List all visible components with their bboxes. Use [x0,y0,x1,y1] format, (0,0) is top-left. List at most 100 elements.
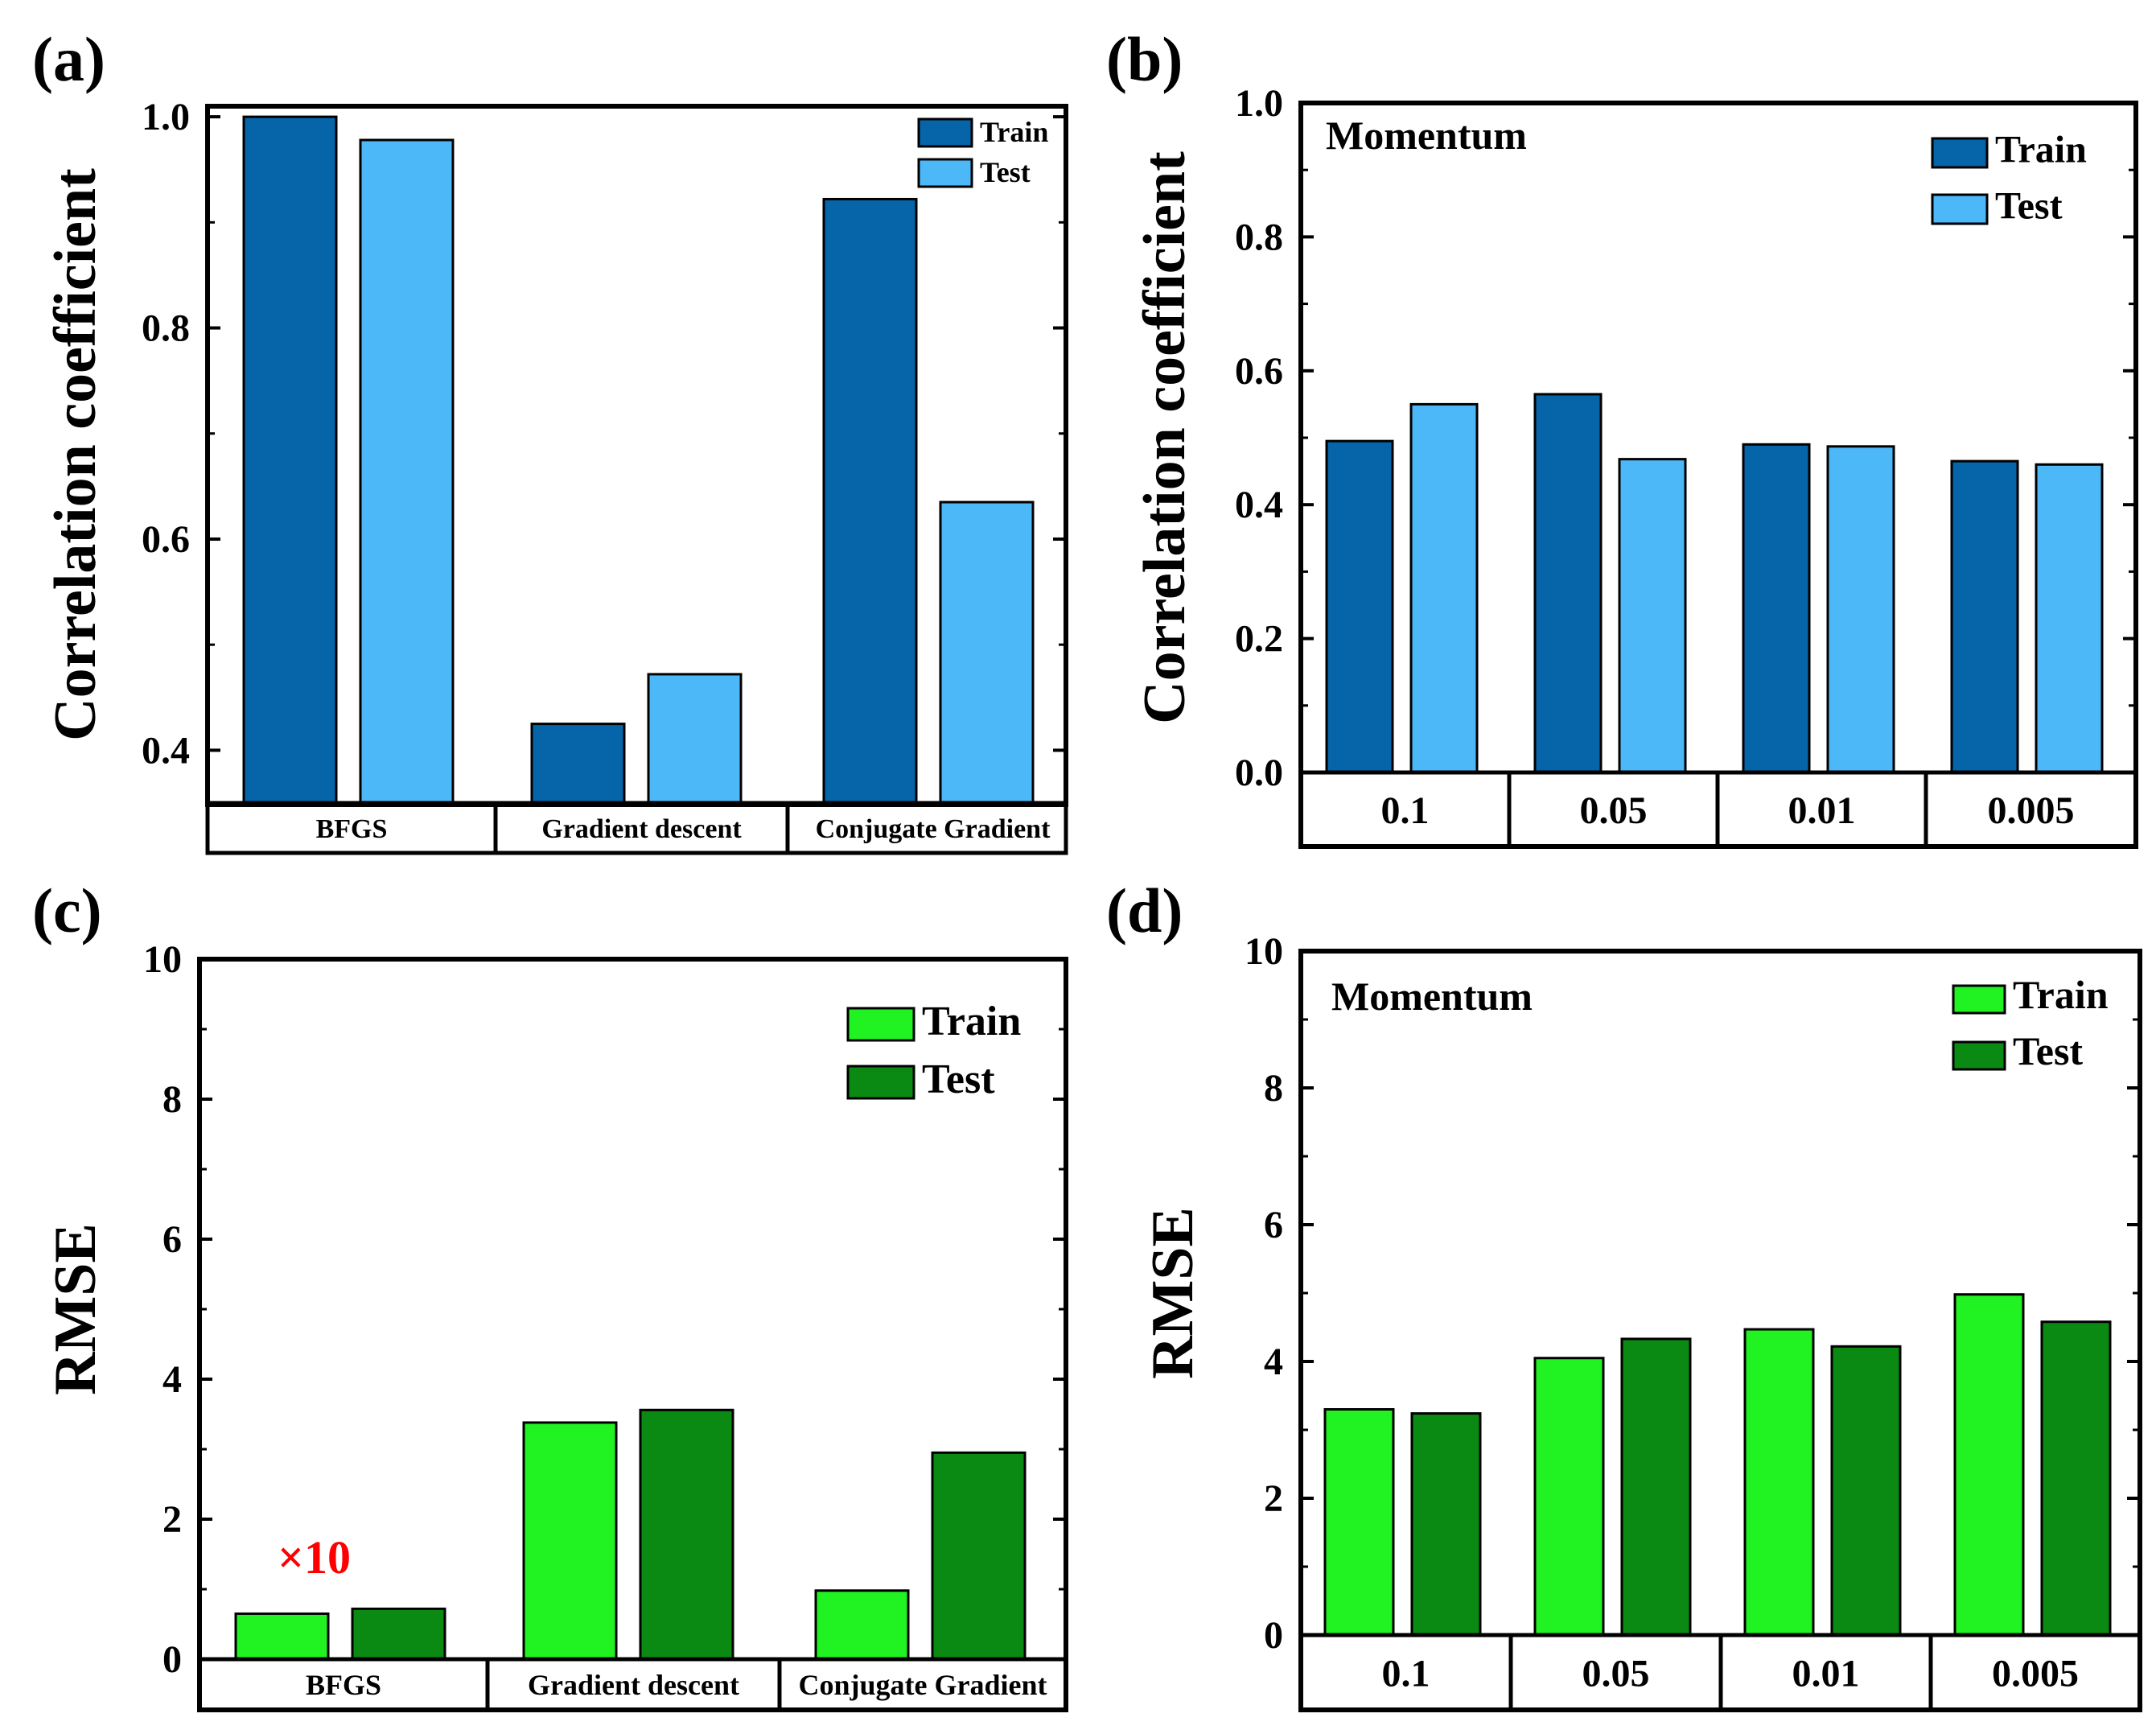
bar-test-1 [647,673,743,805]
legend-swatch-train [1931,137,1989,169]
legend: Train Test [846,999,1021,1102]
bar-test-3 [2040,1320,2112,1637]
y-tick-label: 4 [1264,1341,1283,1383]
legend-swatch-test [1952,1040,2006,1071]
bar-train-0 [1325,439,1394,774]
bar-train-2 [814,1589,910,1661]
y-tick-label: 0.8 [1235,216,1283,258]
bar-test-2 [939,500,1035,805]
x-category-label: Conjugate Gradient [799,1669,1047,1701]
panel-label: (b) [1106,24,1183,94]
legend: Train Test [917,116,1048,188]
bar-train-3 [1950,459,2019,774]
x-category-label: 0.05 [1580,789,1648,832]
bar-test-2 [931,1451,1027,1661]
y-tick-label: 0 [1264,1614,1283,1657]
plot-frame [205,104,1068,807]
chart-title: Momentum [1331,974,1533,1019]
y-tick-label: 0.4 [1235,484,1283,526]
legend-label-test: Test [980,156,1031,188]
y-tick-label: 0.8 [142,307,190,350]
bar-test-0 [1409,402,1479,774]
legend-label-train: Train [2013,972,2109,1017]
y-tick-label: 2 [163,1498,182,1541]
panel-label: (d) [1106,875,1183,945]
chart-panel-b: (b) Correlation coefficient 0.0 0.2 0.4 0.6 0.… [1106,24,2138,849]
x-category-label: BFGS [306,1669,381,1701]
y-tick-label: 0.6 [1235,350,1283,393]
bar-test-2 [1826,445,1895,774]
bar-train-1 [522,1421,618,1661]
panel-label: (c) [32,875,102,945]
x-category-label: 0.005 [1988,789,2075,832]
y-tick-label: 10 [143,938,182,981]
plot-frame [1298,949,2142,1712]
bar-test-1 [639,1408,734,1661]
y-tick-label: 0.0 [1235,752,1283,794]
legend: Train Test [1952,972,2109,1073]
bar-test-1 [1618,458,1687,774]
y-tick-label: 10 [1245,930,1283,973]
x-category-label: Conjugate Gradient [816,814,1051,844]
y-axis-label: Correlation coefficient [1132,151,1198,724]
y-axis-label: RMSE [1140,1207,1206,1379]
y-tick-label: 4 [163,1358,182,1401]
y-tick-label: 8 [1264,1067,1283,1110]
chart-panel-c: (c) RMSE 0 2 4 6 8 10 BFGS Gradient descent Conjug… [32,875,1068,1712]
legend-label-train: Train [1995,129,2087,171]
bar-test-0 [359,138,455,805]
bar-train-0 [1323,1408,1395,1637]
x-category-label: Gradient descent [541,814,742,844]
bar-test-0 [351,1607,446,1661]
legend-label-test: Test [1995,185,2063,228]
bar-train-0 [234,1612,330,1661]
legend-swatch-train [1952,984,2006,1015]
legend-label-train: Train [980,116,1048,148]
chart-panel-d: (d) RMSE 0 2 4 6 8 10 0.1 0.05 0.01 0.005 Momentum Tr… [1106,875,2142,1712]
bar-test-0 [1410,1412,1482,1637]
x-category-label: 0.1 [1381,789,1430,832]
bar-train-2 [822,197,918,805]
y-tick-label: 0.4 [142,729,190,772]
plot-frame [1298,101,2138,849]
legend-label-test: Test [922,1057,995,1102]
bar-train-2 [1743,1328,1815,1637]
bar-train-1 [530,723,626,805]
bar-test-2 [1830,1345,1902,1637]
bar-train-1 [1533,393,1603,774]
x-category-label: 0.1 [1382,1652,1430,1695]
x-category-label: BFGS [316,814,388,844]
plot-frame [197,957,1068,1712]
legend-swatch-test [917,158,973,188]
legend-swatch-train [846,1007,915,1042]
x-category-label: 0.01 [1788,789,1856,832]
x-category-label: 0.005 [1992,1652,2079,1695]
legend: Train Test [1931,129,2087,228]
y-tick-label: 6 [163,1218,182,1261]
bar-train-2 [1742,443,1811,774]
y-tick-label: 1.0 [142,96,190,138]
legend-swatch-test [1931,193,1989,225]
bar-train-1 [1533,1357,1605,1637]
bar-test-1 [1620,1337,1692,1637]
chart-panel-a: (a) Correlation coefficient 0.4 0.6 0.8 1.0 BF… [32,24,1068,855]
y-tick-label: 2 [1264,1477,1283,1520]
y-axis-label: Correlation coefficient [43,168,109,741]
bar-train-3 [1953,1293,2025,1637]
bar-train-0 [242,115,338,805]
y-axis-label: RMSE [43,1223,109,1395]
legend-label-train: Train [922,999,1021,1044]
y-tick-label: 8 [163,1078,182,1121]
y-tick-label: 0.6 [142,518,190,561]
chart-title: Momentum [1326,113,1527,158]
x-category-label: 0.05 [1582,1652,1650,1695]
bar-test-3 [2035,463,2104,774]
y-tick-label: 6 [1264,1204,1283,1246]
annotation-label: ×10 [278,1531,351,1584]
legend-label-test: Test [2013,1028,2083,1073]
x-category-label: 0.01 [1792,1652,1860,1695]
x-category-label: Gradient descent [528,1669,739,1701]
legend-swatch-train [917,117,973,148]
legend-swatch-test [846,1065,915,1100]
